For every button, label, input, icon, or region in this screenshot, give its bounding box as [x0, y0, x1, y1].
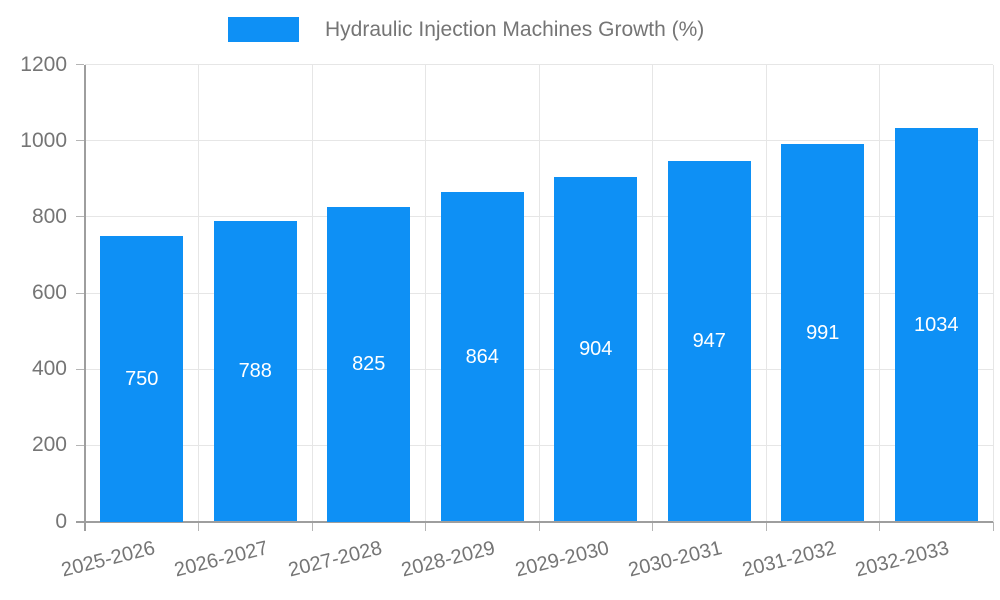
- bar-value-label: 1034: [914, 313, 959, 336]
- bar-value-label: 991: [806, 321, 840, 344]
- x-gridline: [879, 64, 880, 522]
- y-tick-mark: [76, 368, 84, 370]
- y-tick-label: 200: [31, 433, 67, 457]
- legend-swatch: [228, 17, 299, 42]
- y-tick-label: 400: [31, 357, 67, 381]
- y-tick-label: 0: [55, 509, 67, 533]
- y-tick-mark: [76, 444, 84, 446]
- bar: [667, 160, 751, 522]
- y-axis-line: [84, 64, 86, 531]
- x-tick-mark: [198, 521, 199, 531]
- bar-value-label: 750: [125, 367, 159, 390]
- x-gridline: [198, 64, 199, 522]
- x-gridline: [311, 64, 313, 522]
- bar-value-label: 825: [352, 353, 386, 376]
- y-tick-label: 800: [31, 204, 67, 228]
- bar: [554, 177, 638, 522]
- y-tick-label: 600: [31, 281, 67, 304]
- x-tick-mark: [652, 521, 653, 531]
- y-tick-mark: [76, 216, 84, 218]
- bar-value-label: 788: [238, 360, 272, 383]
- x-gridline: [992, 64, 994, 522]
- x-tick-mark: [425, 521, 426, 531]
- x-tick-mark: [538, 521, 540, 531]
- bar: [100, 235, 184, 522]
- bar-value-label: 947: [692, 330, 726, 353]
- y-tick-mark: [76, 64, 84, 65]
- bar: [213, 221, 297, 522]
- bar: [894, 127, 978, 522]
- x-tick-mark: [992, 521, 994, 531]
- x-gridline: [652, 64, 653, 522]
- x-gridline: [538, 64, 540, 522]
- legend-label: Hydraulic Injection Machines Growth (%): [325, 17, 705, 41]
- y-tick-mark: [76, 140, 84, 142]
- bar: [327, 207, 411, 522]
- x-tick-mark: [765, 521, 767, 531]
- y-tick-mark: [76, 292, 84, 294]
- bar-value-label: 904: [579, 338, 613, 361]
- x-axis-line: [76, 520, 993, 523]
- y-tick-label: 1000: [20, 128, 67, 152]
- x-tick-mark: [311, 521, 313, 531]
- bar: [781, 144, 865, 522]
- x-gridline: [425, 64, 426, 522]
- x-gridline: [765, 64, 767, 522]
- bar: [440, 192, 524, 522]
- bar-value-label: 864: [465, 345, 499, 368]
- legend-item[interactable]: Hydraulic Injection Machines Growth (%): [228, 17, 704, 42]
- y-tick-label: 1200: [20, 52, 67, 76]
- x-tick-mark: [879, 521, 880, 531]
